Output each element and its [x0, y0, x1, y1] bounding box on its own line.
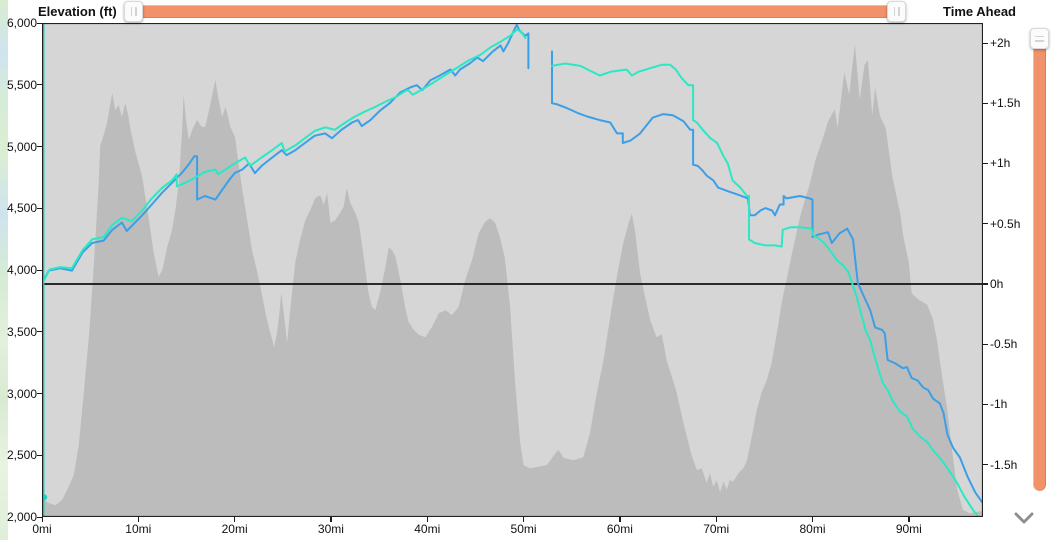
mile-tick-mark	[137, 517, 139, 522]
mile-tick-label: 70mi	[703, 522, 730, 536]
time-tick-label: -0.5h	[990, 337, 1018, 352]
time-tick-mark	[983, 464, 988, 466]
time-tick-label: -1.5h	[990, 457, 1018, 472]
time-tick-label: 0h	[990, 276, 1004, 291]
time-tick-label: +2h	[990, 36, 1011, 50]
mile-tick-mark	[715, 517, 717, 522]
elevation-tick-mark	[37, 331, 42, 333]
chart-canvas[interactable]	[42, 23, 983, 517]
mile-range-slider-track[interactable]	[134, 5, 897, 18]
time-tick-mark	[983, 42, 988, 44]
elevation-tick-label: 2,500	[6, 448, 37, 463]
grip-icon	[893, 7, 895, 16]
mile-tick-label: 10mi	[125, 522, 152, 536]
elevation-tick-label: 4,000	[6, 263, 37, 277]
grip-icon	[135, 7, 137, 16]
elevation-tick-mark	[37, 84, 42, 86]
elevation-tick-mark	[37, 146, 42, 148]
mile-tick-label: 80mi	[799, 522, 826, 536]
mile-tick-label: 90mi	[895, 522, 922, 536]
mile-tick-label: 0mi	[32, 522, 52, 536]
elevation-tick-mark	[37, 269, 42, 271]
time-tick-mark	[983, 343, 988, 345]
time-ahead-axis-title: Time Ahead	[943, 4, 1016, 19]
time-tick-mark	[983, 102, 988, 104]
elevation-tick-mark	[37, 207, 42, 209]
plot-border	[42, 23, 983, 517]
mile-tick-mark	[908, 517, 910, 522]
time-ahead-cyan-line	[551, 62, 980, 517]
mile-range-slider-handle-left[interactable]	[124, 1, 143, 22]
time-tick-label: +1.5h	[990, 96, 1021, 111]
time-scale-slider-track[interactable]	[1033, 33, 1046, 491]
map-background-strip	[0, 0, 8, 540]
time-tick-mark	[983, 403, 988, 406]
mile-tick-label: 20mi	[221, 522, 248, 536]
mile-tick-mark	[619, 517, 621, 522]
mile-tick-label: 60mi	[606, 522, 633, 536]
time-tick-label: -1h	[990, 397, 1008, 412]
elevation-tick-label: 4,500	[6, 201, 37, 216]
time-ahead-cyan-line	[42, 28, 527, 285]
elevation-time-chart[interactable]	[42, 23, 983, 517]
mile-tick-label: 40mi	[414, 522, 441, 536]
mile-range-slider-handle-right[interactable]	[887, 1, 906, 22]
elevation-tick-mark	[37, 393, 42, 395]
cursor-position-dot[interactable]	[42, 494, 48, 501]
time-tick-label: +0.5h	[990, 216, 1021, 231]
mile-tick-mark	[234, 517, 236, 522]
grip-icon	[130, 7, 132, 16]
mile-tick-mark	[41, 517, 43, 522]
grip-icon	[1035, 40, 1044, 42]
elevation-tick-mark	[37, 22, 42, 24]
mile-tick-mark	[426, 517, 428, 522]
mile-tick-mark	[812, 517, 814, 522]
time-tick-mark	[983, 162, 988, 165]
grip-icon	[1035, 35, 1044, 37]
elevation-tick-label: 5,500	[6, 77, 37, 92]
elevation-tick-mark	[37, 454, 42, 456]
time-tick-mark	[983, 223, 988, 225]
time-ahead-blue-line	[42, 23, 530, 285]
chevron-down-icon[interactable]	[1013, 510, 1035, 526]
grip-icon	[898, 7, 900, 16]
time-tick-label: +1h	[990, 156, 1011, 171]
elevation-tick-label: 3,500	[6, 324, 37, 339]
mile-tick-mark	[330, 517, 332, 522]
elevation-area	[42, 44, 983, 517]
mile-tick-label: 30mi	[317, 522, 344, 536]
time-scale-slider-handle[interactable]	[1030, 28, 1049, 49]
elevation-axis-title: Elevation (ft)	[38, 4, 117, 19]
elevation-tick-label: 6,000	[6, 16, 37, 30]
elevation-tick-label: 3,000	[6, 386, 37, 401]
mile-tick-mark	[523, 517, 525, 522]
elevation-tick-label: 2,000	[6, 510, 37, 524]
time-ahead-blue-line	[551, 50, 983, 504]
mile-tick-label: 50mi	[510, 522, 537, 536]
time-tick-mark	[983, 283, 988, 285]
elevation-tick-label: 5,000	[6, 139, 37, 154]
elevation-tick-mark	[37, 516, 42, 518]
